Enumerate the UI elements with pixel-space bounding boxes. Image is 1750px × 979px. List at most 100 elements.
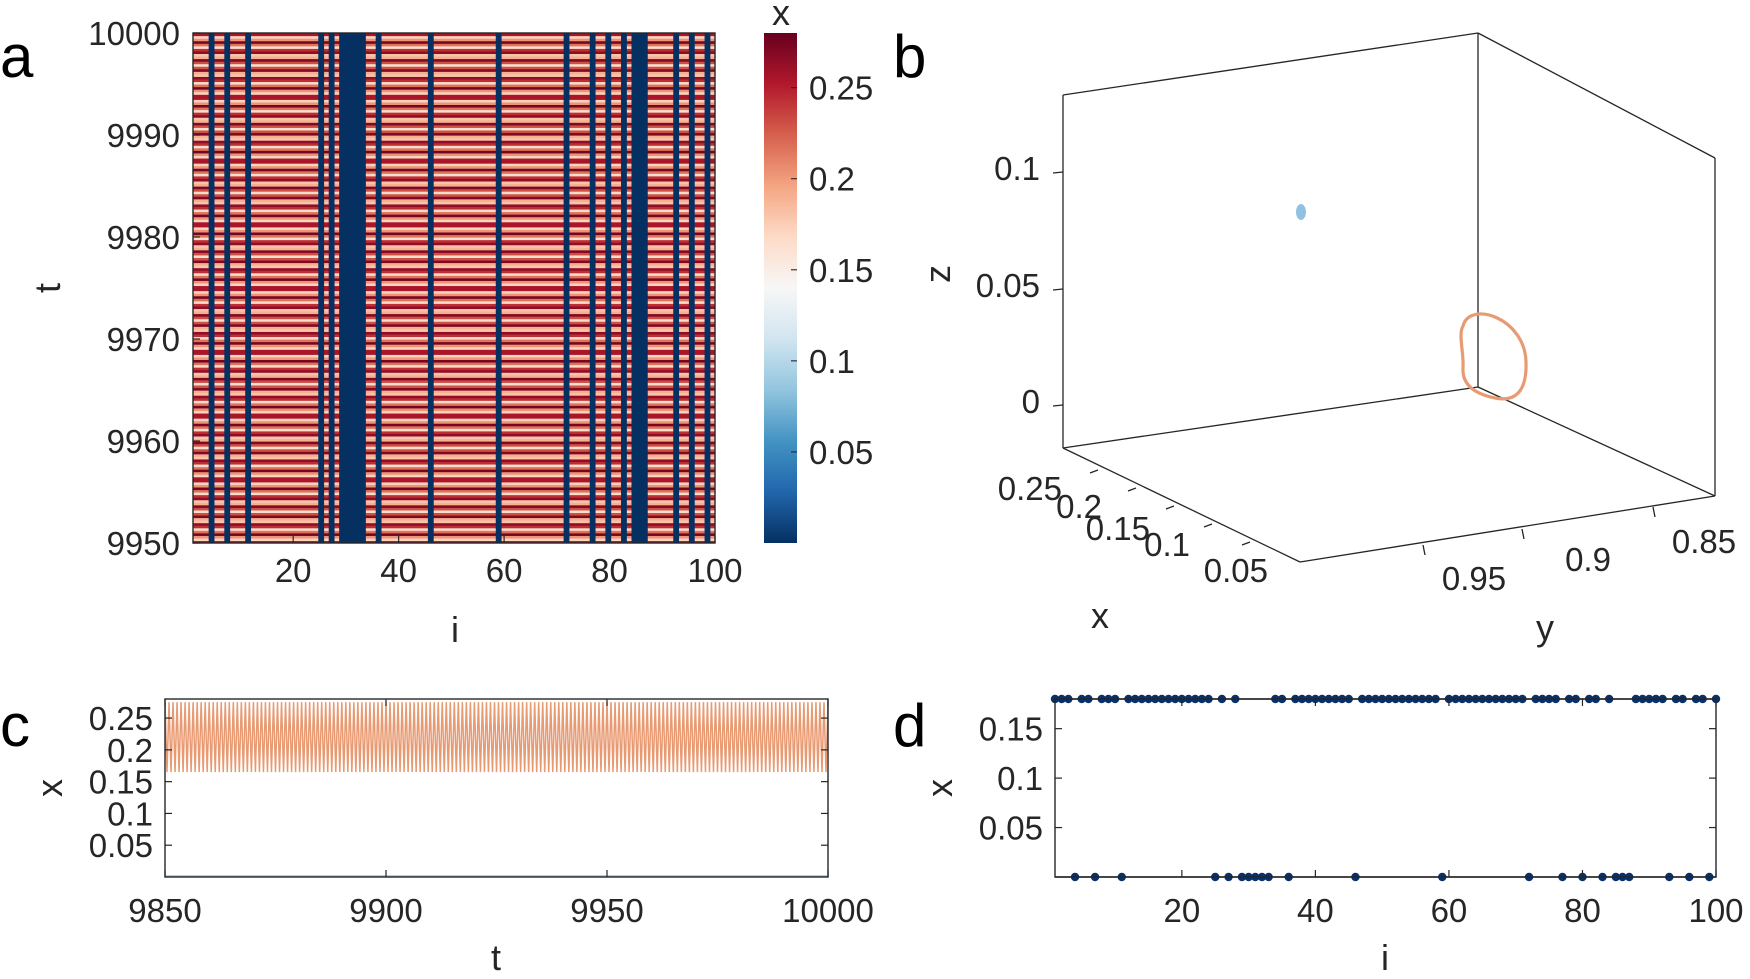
heatmap-low-column <box>495 33 502 543</box>
heatmap-band <box>193 540 715 543</box>
time-series-x-tick-label: 9950 <box>570 892 643 929</box>
heatmap-band <box>193 99 715 103</box>
panel-d: d 20 40 60 80 100 0.05 0.1 0.15 i x <box>893 692 1744 978</box>
heatmap-band <box>193 446 715 450</box>
heatmap-band <box>193 402 715 406</box>
heatmap-y-tick-label: 9950 <box>107 525 180 562</box>
heatmap-band <box>193 127 715 131</box>
panel-b-label: b <box>893 23 926 90</box>
heatmap-band <box>193 387 715 391</box>
heatmap-band <box>193 50 715 54</box>
heatmap-band <box>193 323 715 327</box>
heatmap-band <box>193 532 715 536</box>
heatmap-band <box>193 73 715 77</box>
heatmap-band <box>193 435 715 440</box>
3d-y-axis: 0.95 0.9 0.85 y <box>1422 506 1736 648</box>
heatmap-band <box>193 106 715 111</box>
heatmap-band <box>193 514 715 519</box>
heatmap-band <box>193 443 715 447</box>
colorbar-axis: 0.05 0.1 0.15 0.2 0.25 <box>791 70 873 471</box>
heatmap-band <box>193 196 715 200</box>
heatmap-band <box>193 280 715 284</box>
heatmap-frame <box>192 32 716 544</box>
colorbar-tick-label: 0.2 <box>809 161 855 198</box>
heatmap-band <box>193 507 715 511</box>
heatmap-band <box>193 527 715 531</box>
heatmap-low-column <box>641 33 648 543</box>
heatmap-low-column <box>563 33 570 543</box>
heatmap-band <box>193 114 715 118</box>
time-series-x-tick-label: 9850 <box>128 892 201 929</box>
heatmap-band <box>193 168 715 172</box>
node-state-y-tick-label: 0.05 <box>979 810 1043 847</box>
heatmap-band <box>193 395 715 399</box>
heatmap-band <box>193 252 715 256</box>
heatmap-band <box>193 364 715 368</box>
heatmap-band <box>193 537 715 542</box>
heatmap-band <box>193 397 715 401</box>
heatmap-band <box>193 33 715 37</box>
heatmap-band <box>193 226 715 230</box>
heatmap-band <box>193 461 715 465</box>
heatmap-band <box>193 191 715 195</box>
heatmap-band <box>193 285 715 289</box>
panel-d-label: d <box>893 692 926 759</box>
x-tick-label: 0.05 <box>1204 552 1268 589</box>
heatmap-band <box>193 277 715 281</box>
heatmap-band <box>193 520 715 524</box>
node-state-x-tick-label: 60 <box>1431 892 1468 929</box>
heatmap-band <box>193 305 715 309</box>
heatmap-band <box>193 369 715 373</box>
z-tick-label: 0 <box>1022 383 1040 420</box>
heatmap-band <box>193 282 715 287</box>
heatmap-band <box>193 188 715 192</box>
heatmap-band <box>193 254 715 258</box>
z-tick-label: 0.05 <box>976 267 1040 304</box>
heatmap-band <box>193 328 715 332</box>
heatmap-band <box>193 249 715 253</box>
heatmap-y-axis-label: t <box>27 283 68 293</box>
panel-a: a 20 40 60 80 100 9950996099709980999010000 … <box>0 0 873 650</box>
colorbar-tick-label: 0.1 <box>809 343 855 380</box>
heatmap-band <box>193 374 715 378</box>
heatmap-band <box>193 140 715 144</box>
heatmap-band <box>193 208 715 213</box>
colorbar-tick-label: 0.05 <box>809 434 873 471</box>
heatmap-low-column <box>344 33 351 543</box>
heatmap-band <box>193 35 715 39</box>
heatmap-low-column <box>688 33 695 543</box>
heatmap-band <box>193 155 715 159</box>
heatmap-low-column <box>375 33 382 543</box>
heatmap-band <box>193 497 715 501</box>
heatmap-band <box>193 354 715 358</box>
heatmap-band <box>193 463 715 468</box>
heatmap-band <box>193 48 715 52</box>
heatmap-band <box>193 420 715 424</box>
heatmap-band <box>193 173 715 177</box>
heatmap-band <box>193 124 715 128</box>
heatmap-y-tick-label: 9990 <box>107 117 180 154</box>
node-state-x-axis: 20 40 60 80 100 <box>1163 699 1744 929</box>
heatmap-band <box>193 150 715 154</box>
x-tick-label: 0.25 <box>998 470 1062 507</box>
heatmap-band <box>193 129 715 134</box>
heatmap-band <box>193 298 715 302</box>
3d-z-axis: 0 0.05 0.1 z <box>917 150 1064 420</box>
time-series-lines <box>165 702 828 877</box>
heatmap-band <box>193 313 715 317</box>
heatmap-band <box>193 517 715 521</box>
time-series-frame <box>164 698 829 878</box>
heatmap-band <box>193 428 715 432</box>
colorbar <box>764 33 797 543</box>
heatmap-band <box>193 509 715 513</box>
heatmap-band <box>193 109 715 113</box>
x-axis-label: x <box>1091 595 1109 636</box>
heatmap-band <box>193 221 715 225</box>
heatmap-low-column <box>354 33 361 543</box>
3d-box <box>1062 32 1716 563</box>
heatmap-band <box>193 86 715 90</box>
time-series-x-axis-label: t <box>491 937 501 978</box>
heatmap-band <box>193 175 715 179</box>
heatmap-band <box>193 78 715 83</box>
heatmap-band <box>193 484 715 488</box>
